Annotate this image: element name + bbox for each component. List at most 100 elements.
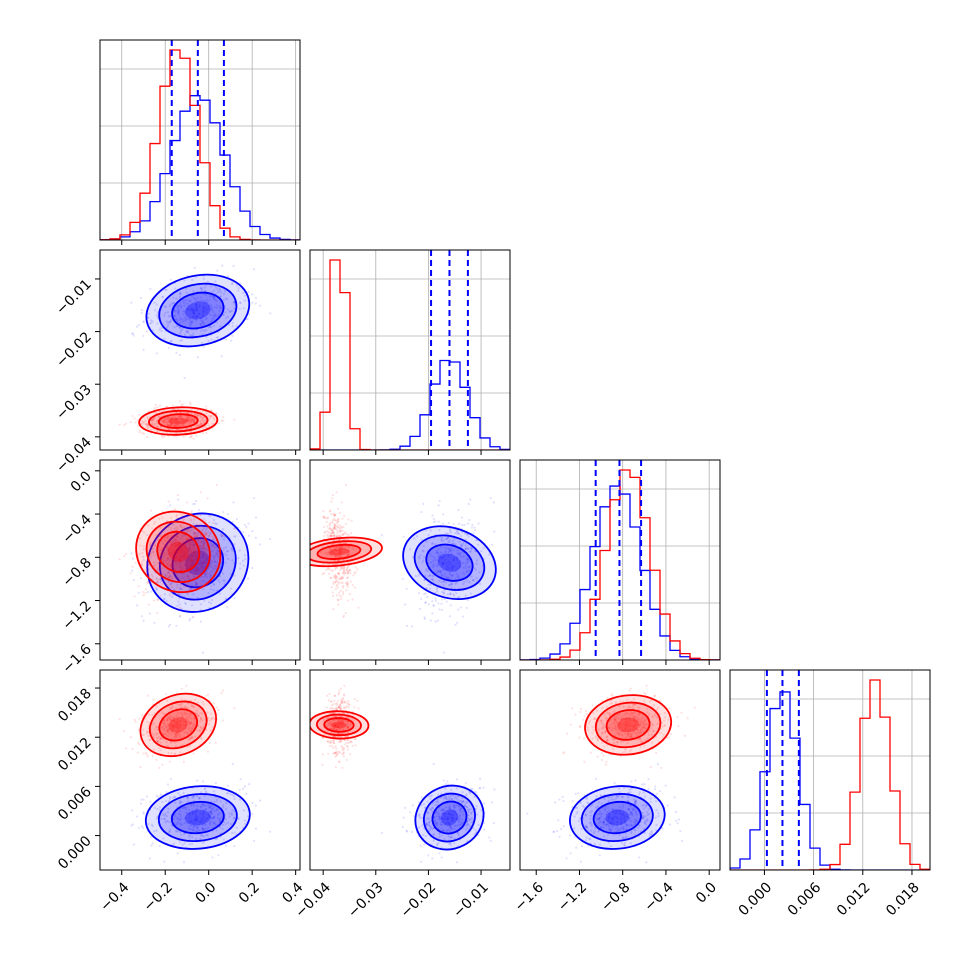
sample-point [190, 412, 193, 415]
sample-point [464, 824, 467, 827]
sample-point [189, 736, 193, 739]
sample-point [177, 540, 181, 543]
sample-point [428, 822, 431, 825]
sample-point [157, 534, 160, 537]
sample-point [213, 315, 216, 318]
sample-point [449, 549, 452, 553]
sample-point [179, 720, 182, 723]
sample-point [190, 418, 193, 421]
sample-point [150, 844, 153, 847]
sample-point [188, 436, 191, 439]
sample-point [191, 310, 194, 313]
sample-point [476, 813, 479, 816]
sample-point [411, 804, 414, 807]
sample-point [491, 543, 494, 546]
sample-point [160, 737, 163, 740]
sample-point [207, 531, 210, 534]
sample-point [189, 717, 193, 720]
sample-point [174, 545, 177, 548]
sample-point [173, 424, 176, 427]
sample-point [160, 726, 163, 729]
sample-point [188, 324, 192, 327]
sample-point [349, 739, 352, 743]
sample-point [477, 823, 480, 827]
sample-point [211, 567, 215, 570]
sample-point [172, 588, 176, 591]
sample-point [347, 550, 350, 553]
sample-point [212, 817, 216, 820]
sample-point [468, 581, 471, 584]
sample-point [466, 599, 470, 602]
sample-point [467, 547, 470, 550]
sample-point [223, 290, 227, 293]
sample-point [444, 812, 447, 816]
sample-point [192, 821, 195, 825]
sample-point [466, 822, 469, 825]
sample-point [450, 568, 453, 571]
sample-point [153, 564, 156, 567]
sample-point [185, 291, 188, 294]
sample-point [321, 573, 324, 576]
sample-point [330, 739, 333, 743]
sample-point [173, 725, 176, 728]
sample-point [436, 551, 439, 554]
sample-point [174, 424, 177, 427]
sample-point [202, 543, 205, 546]
sample-point [156, 736, 159, 740]
sample-point [210, 294, 213, 297]
sample-point [446, 817, 449, 820]
sample-point [460, 516, 464, 519]
sample-point [186, 812, 189, 815]
sample-point [189, 518, 192, 521]
sample-point [179, 421, 182, 424]
sample-point [176, 724, 179, 727]
sample-point [410, 830, 414, 834]
sample-point [449, 836, 452, 839]
sample-point [489, 496, 492, 500]
sample-point [188, 418, 191, 421]
sample-point [189, 551, 193, 554]
sample-point [179, 339, 182, 343]
sample-point [178, 542, 182, 545]
sample-point [242, 307, 245, 310]
sample-point [188, 419, 191, 422]
sample-point [186, 411, 190, 414]
sample-point [153, 301, 156, 304]
sample-point [167, 416, 171, 419]
sample-point [181, 423, 184, 426]
sample-point [342, 751, 346, 754]
sample-point [163, 418, 166, 421]
sample-point [210, 543, 213, 546]
sample-point [215, 577, 219, 580]
sample-point [153, 748, 156, 751]
sample-point [176, 731, 179, 734]
sample-point [220, 420, 223, 423]
sample-point [213, 312, 216, 316]
sample-point [346, 568, 349, 572]
sample-point [332, 608, 335, 611]
sample-point [191, 559, 194, 563]
sample-point [155, 576, 158, 580]
sample-point [165, 574, 168, 577]
sample-point [347, 550, 350, 553]
sample-point [163, 598, 166, 601]
sample-point [446, 569, 449, 572]
sample-point [198, 729, 201, 732]
y-tick-label: 0.012 [55, 735, 95, 775]
sample-point [328, 510, 332, 513]
sample-point [190, 735, 194, 738]
sample-point [177, 558, 180, 561]
sample-point [147, 425, 150, 428]
sample-point [145, 533, 149, 537]
sample-point [155, 733, 158, 737]
sample-point [438, 817, 441, 820]
sample-point [447, 563, 451, 566]
sample-point [199, 287, 202, 290]
sample-point [147, 569, 150, 572]
sample-point [165, 320, 169, 323]
sample-point [156, 611, 159, 615]
sample-point [205, 562, 208, 566]
sample-point [346, 582, 349, 585]
sample-point [227, 308, 230, 311]
sample-point [145, 422, 149, 426]
